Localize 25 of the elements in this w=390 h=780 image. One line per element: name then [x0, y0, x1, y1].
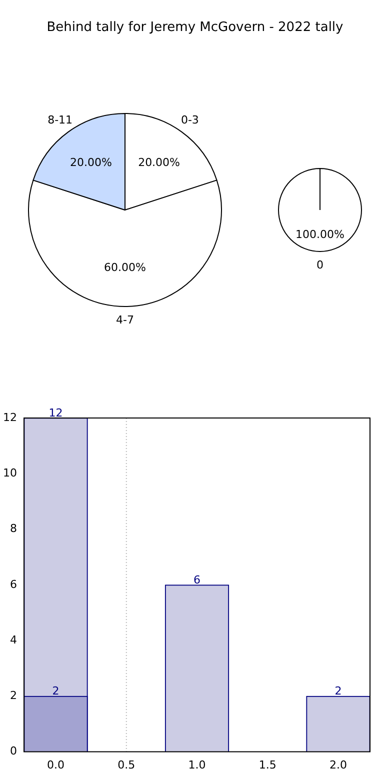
data-label: 100.00% — [296, 228, 344, 241]
y-tick-label: 6 — [10, 578, 17, 591]
slice-label: 0-3 — [180, 113, 199, 126]
data-label: 6 — [194, 573, 200, 586]
data-label: 20.00% — [138, 156, 180, 170]
y-tick-label: 8 — [10, 522, 17, 536]
y-tick-label: 12 — [2, 410, 17, 424]
slice-label: 8-11 — [48, 113, 73, 126]
x-tick-label: 0.0 — [47, 758, 65, 772]
data-label: 2 — [334, 684, 342, 698]
slice-label: 4-7 — [116, 313, 134, 326]
x-tick-label: 1.0 — [188, 758, 206, 772]
y-tick-label: 2 — [10, 689, 17, 702]
data-label: 2 — [52, 684, 60, 698]
y-tick-label: 4 — [10, 633, 17, 646]
x-tick-label: 2.0 — [329, 758, 347, 772]
chart-title: Behind tally for Jeremy McGovern - 2022 tally — [46, 20, 344, 35]
x-tick-label: 0.5 — [118, 758, 136, 772]
y-tick-label: 0 — [10, 744, 17, 758]
y-tick-label: 10 — [2, 466, 17, 480]
data-label: 12 — [48, 406, 63, 420]
x-tick-label: 1.5 — [258, 758, 276, 772]
data-label: 20.00% — [70, 156, 112, 170]
slice-label: 0 — [316, 258, 324, 272]
data-label: 60.00% — [104, 260, 146, 274]
